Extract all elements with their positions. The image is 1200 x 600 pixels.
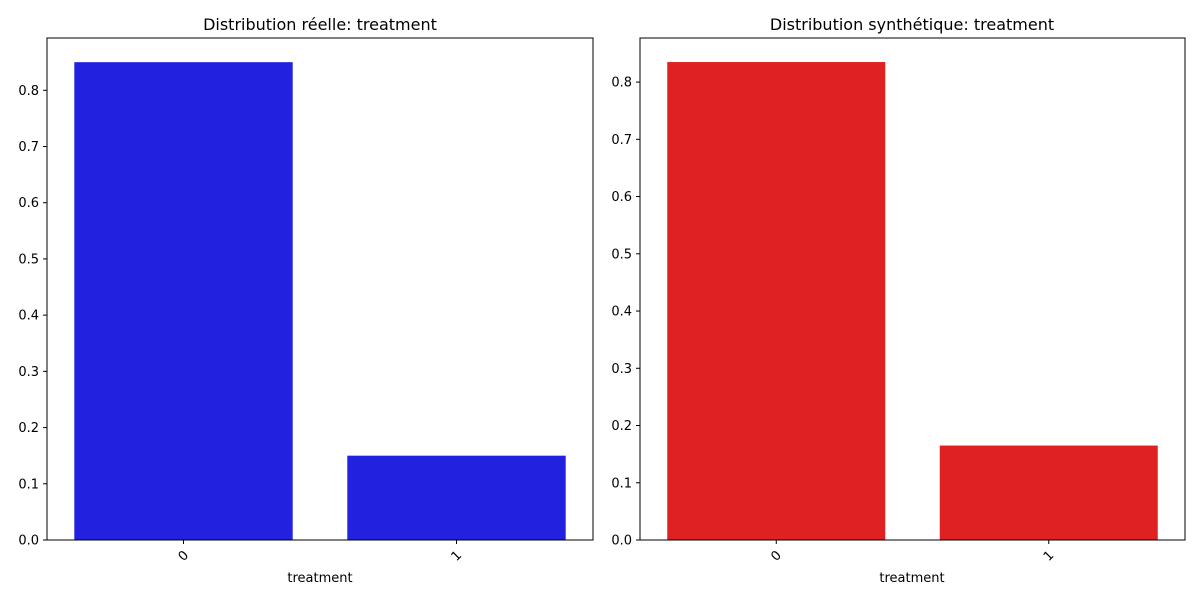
bar-1 (939, 445, 1158, 540)
chart-title: Distribution réelle: treatment (203, 15, 437, 34)
y-tick-label: 0.8 (18, 84, 39, 99)
x-tick-label: 1 (1041, 548, 1057, 564)
x-tick-label: 1 (449, 548, 465, 564)
bar-0 (74, 62, 293, 540)
real-distribution-chart: Distribution réelle: treatment treatment… (18, 15, 594, 586)
y-tick-label: 0.5 (611, 247, 632, 262)
y-tick-label: 0.4 (18, 309, 39, 324)
y-tick-label: 0.8 (611, 76, 632, 91)
y-tick-label: 0.3 (611, 362, 632, 377)
y-tick-label: 0.7 (611, 133, 632, 148)
y-tick-label: 0.6 (18, 196, 39, 211)
plot-frame (46, 37, 594, 541)
chart-title: Distribution synthétique: treatment (770, 15, 1054, 34)
y-tick-label: 0.2 (611, 419, 632, 434)
y-tick-label: 0.4 (611, 305, 632, 320)
bar-0 (667, 62, 886, 541)
y-tick-label: 0.0 (18, 534, 39, 549)
y-tick-label: 0.1 (18, 477, 39, 492)
y-tick-label: 0.3 (18, 365, 39, 380)
y-tick-label: 0.6 (611, 190, 632, 205)
x-axis-label: treatment (879, 571, 944, 586)
x-axis-label: treatment (287, 571, 352, 586)
y-tick-label: 0.1 (611, 476, 632, 491)
plot-frame (639, 37, 1186, 541)
synthetic-distribution-chart: Distribution synthétique: treatment trea… (611, 15, 1186, 586)
y-tick-label: 0.2 (18, 421, 39, 436)
y-tick-label: 0.5 (18, 252, 39, 267)
bar-1 (347, 455, 566, 540)
x-tick-label: 0 (176, 548, 192, 564)
x-tick-label: 0 (768, 548, 784, 564)
y-tick-label: 0.7 (18, 140, 39, 155)
y-tick-label: 0.0 (611, 534, 632, 549)
